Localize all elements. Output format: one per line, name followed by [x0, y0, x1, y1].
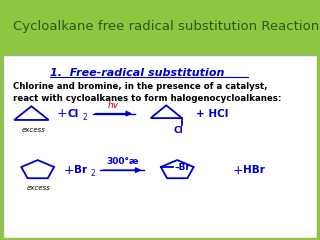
Text: Cycloalkane free radical substitution Reaction: Cycloalkane free radical substitution Re… [13, 20, 319, 33]
Text: +: + [63, 164, 74, 177]
Text: 1.  Free-radical substitution: 1. Free-radical substitution [50, 68, 225, 78]
Text: Cl: Cl [68, 108, 79, 119]
Text: –Br: –Br [174, 162, 190, 172]
Text: 2: 2 [82, 113, 87, 122]
Text: Cl: Cl [173, 126, 183, 135]
Text: HBr: HBr [243, 165, 265, 175]
Text: Chlorine and bromine, in the presence of a catalyst,: Chlorine and bromine, in the presence of… [12, 82, 267, 91]
Text: excess: excess [22, 127, 46, 133]
Text: Br: Br [74, 165, 87, 175]
Text: + HCl: + HCl [196, 108, 228, 119]
Text: 300°æ: 300°æ [106, 157, 139, 166]
Text: 2: 2 [90, 169, 95, 178]
Text: hv: hv [108, 102, 119, 110]
Text: excess: excess [27, 185, 51, 191]
FancyBboxPatch shape [3, 55, 317, 238]
Text: +: + [57, 107, 67, 120]
Text: react with cycloalkanes to form halogenocycloalkanes:: react with cycloalkanes to form halogeno… [12, 94, 281, 102]
Text: +: + [232, 164, 243, 177]
